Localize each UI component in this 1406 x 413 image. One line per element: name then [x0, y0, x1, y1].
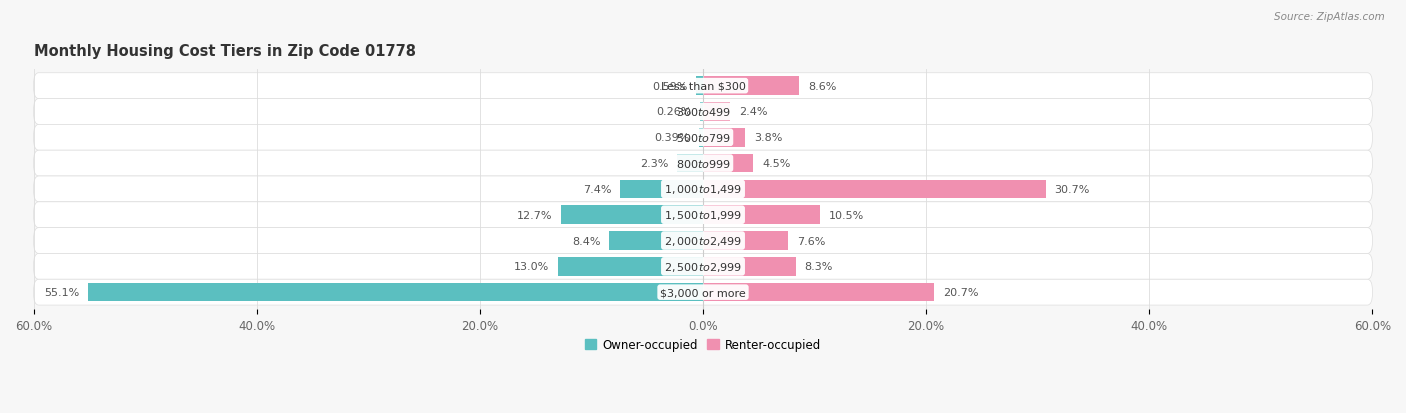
Bar — [558, 257, 703, 276]
Text: 0.59%: 0.59% — [652, 81, 688, 91]
Text: $800 to $999: $800 to $999 — [675, 158, 731, 170]
Text: $3,000 or more: $3,000 or more — [661, 287, 745, 297]
Text: $2,500 to $2,999: $2,500 to $2,999 — [664, 260, 742, 273]
Bar — [703, 206, 820, 224]
Bar — [89, 283, 703, 302]
Text: 7.6%: 7.6% — [797, 236, 825, 246]
Text: 13.0%: 13.0% — [513, 262, 548, 272]
Text: 30.7%: 30.7% — [1054, 185, 1090, 195]
Legend: Owner-occupied, Renter-occupied: Owner-occupied, Renter-occupied — [579, 334, 827, 356]
Text: 10.5%: 10.5% — [830, 210, 865, 220]
Bar — [703, 129, 745, 147]
Bar — [703, 77, 799, 96]
Bar — [699, 129, 703, 147]
Text: Source: ZipAtlas.com: Source: ZipAtlas.com — [1274, 12, 1385, 22]
Text: $1,500 to $1,999: $1,500 to $1,999 — [664, 209, 742, 222]
Text: 20.7%: 20.7% — [943, 287, 979, 297]
Bar — [703, 154, 754, 173]
Text: 0.39%: 0.39% — [654, 133, 690, 143]
Text: 8.6%: 8.6% — [808, 81, 837, 91]
Bar — [678, 154, 703, 173]
Text: 7.4%: 7.4% — [583, 185, 612, 195]
Bar — [703, 283, 934, 302]
Text: Less than $300: Less than $300 — [661, 81, 745, 91]
Text: 3.8%: 3.8% — [755, 133, 783, 143]
Text: 0.26%: 0.26% — [655, 107, 692, 117]
Text: 55.1%: 55.1% — [44, 287, 79, 297]
Text: $1,000 to $1,499: $1,000 to $1,499 — [664, 183, 742, 196]
Bar — [703, 232, 787, 250]
Bar — [696, 77, 703, 96]
Text: 4.5%: 4.5% — [762, 159, 790, 169]
FancyBboxPatch shape — [34, 202, 1372, 228]
Bar — [703, 103, 730, 121]
FancyBboxPatch shape — [34, 228, 1372, 254]
Text: 12.7%: 12.7% — [517, 210, 553, 220]
FancyBboxPatch shape — [34, 177, 1372, 202]
FancyBboxPatch shape — [34, 280, 1372, 305]
Text: 2.3%: 2.3% — [640, 159, 668, 169]
Text: 2.4%: 2.4% — [738, 107, 768, 117]
Text: Monthly Housing Cost Tiers in Zip Code 01778: Monthly Housing Cost Tiers in Zip Code 0… — [34, 44, 416, 59]
Bar — [620, 180, 703, 199]
Bar — [561, 206, 703, 224]
Bar — [703, 257, 796, 276]
FancyBboxPatch shape — [34, 74, 1372, 99]
Bar — [703, 180, 1046, 199]
FancyBboxPatch shape — [34, 151, 1372, 177]
FancyBboxPatch shape — [34, 125, 1372, 151]
Text: $2,000 to $2,499: $2,000 to $2,499 — [664, 235, 742, 247]
Text: 8.4%: 8.4% — [572, 236, 600, 246]
FancyBboxPatch shape — [34, 254, 1372, 280]
FancyBboxPatch shape — [34, 99, 1372, 125]
Bar — [609, 232, 703, 250]
Text: $300 to $499: $300 to $499 — [675, 106, 731, 118]
Text: $500 to $799: $500 to $799 — [675, 132, 731, 144]
Bar — [700, 103, 703, 121]
Text: 8.3%: 8.3% — [804, 262, 832, 272]
